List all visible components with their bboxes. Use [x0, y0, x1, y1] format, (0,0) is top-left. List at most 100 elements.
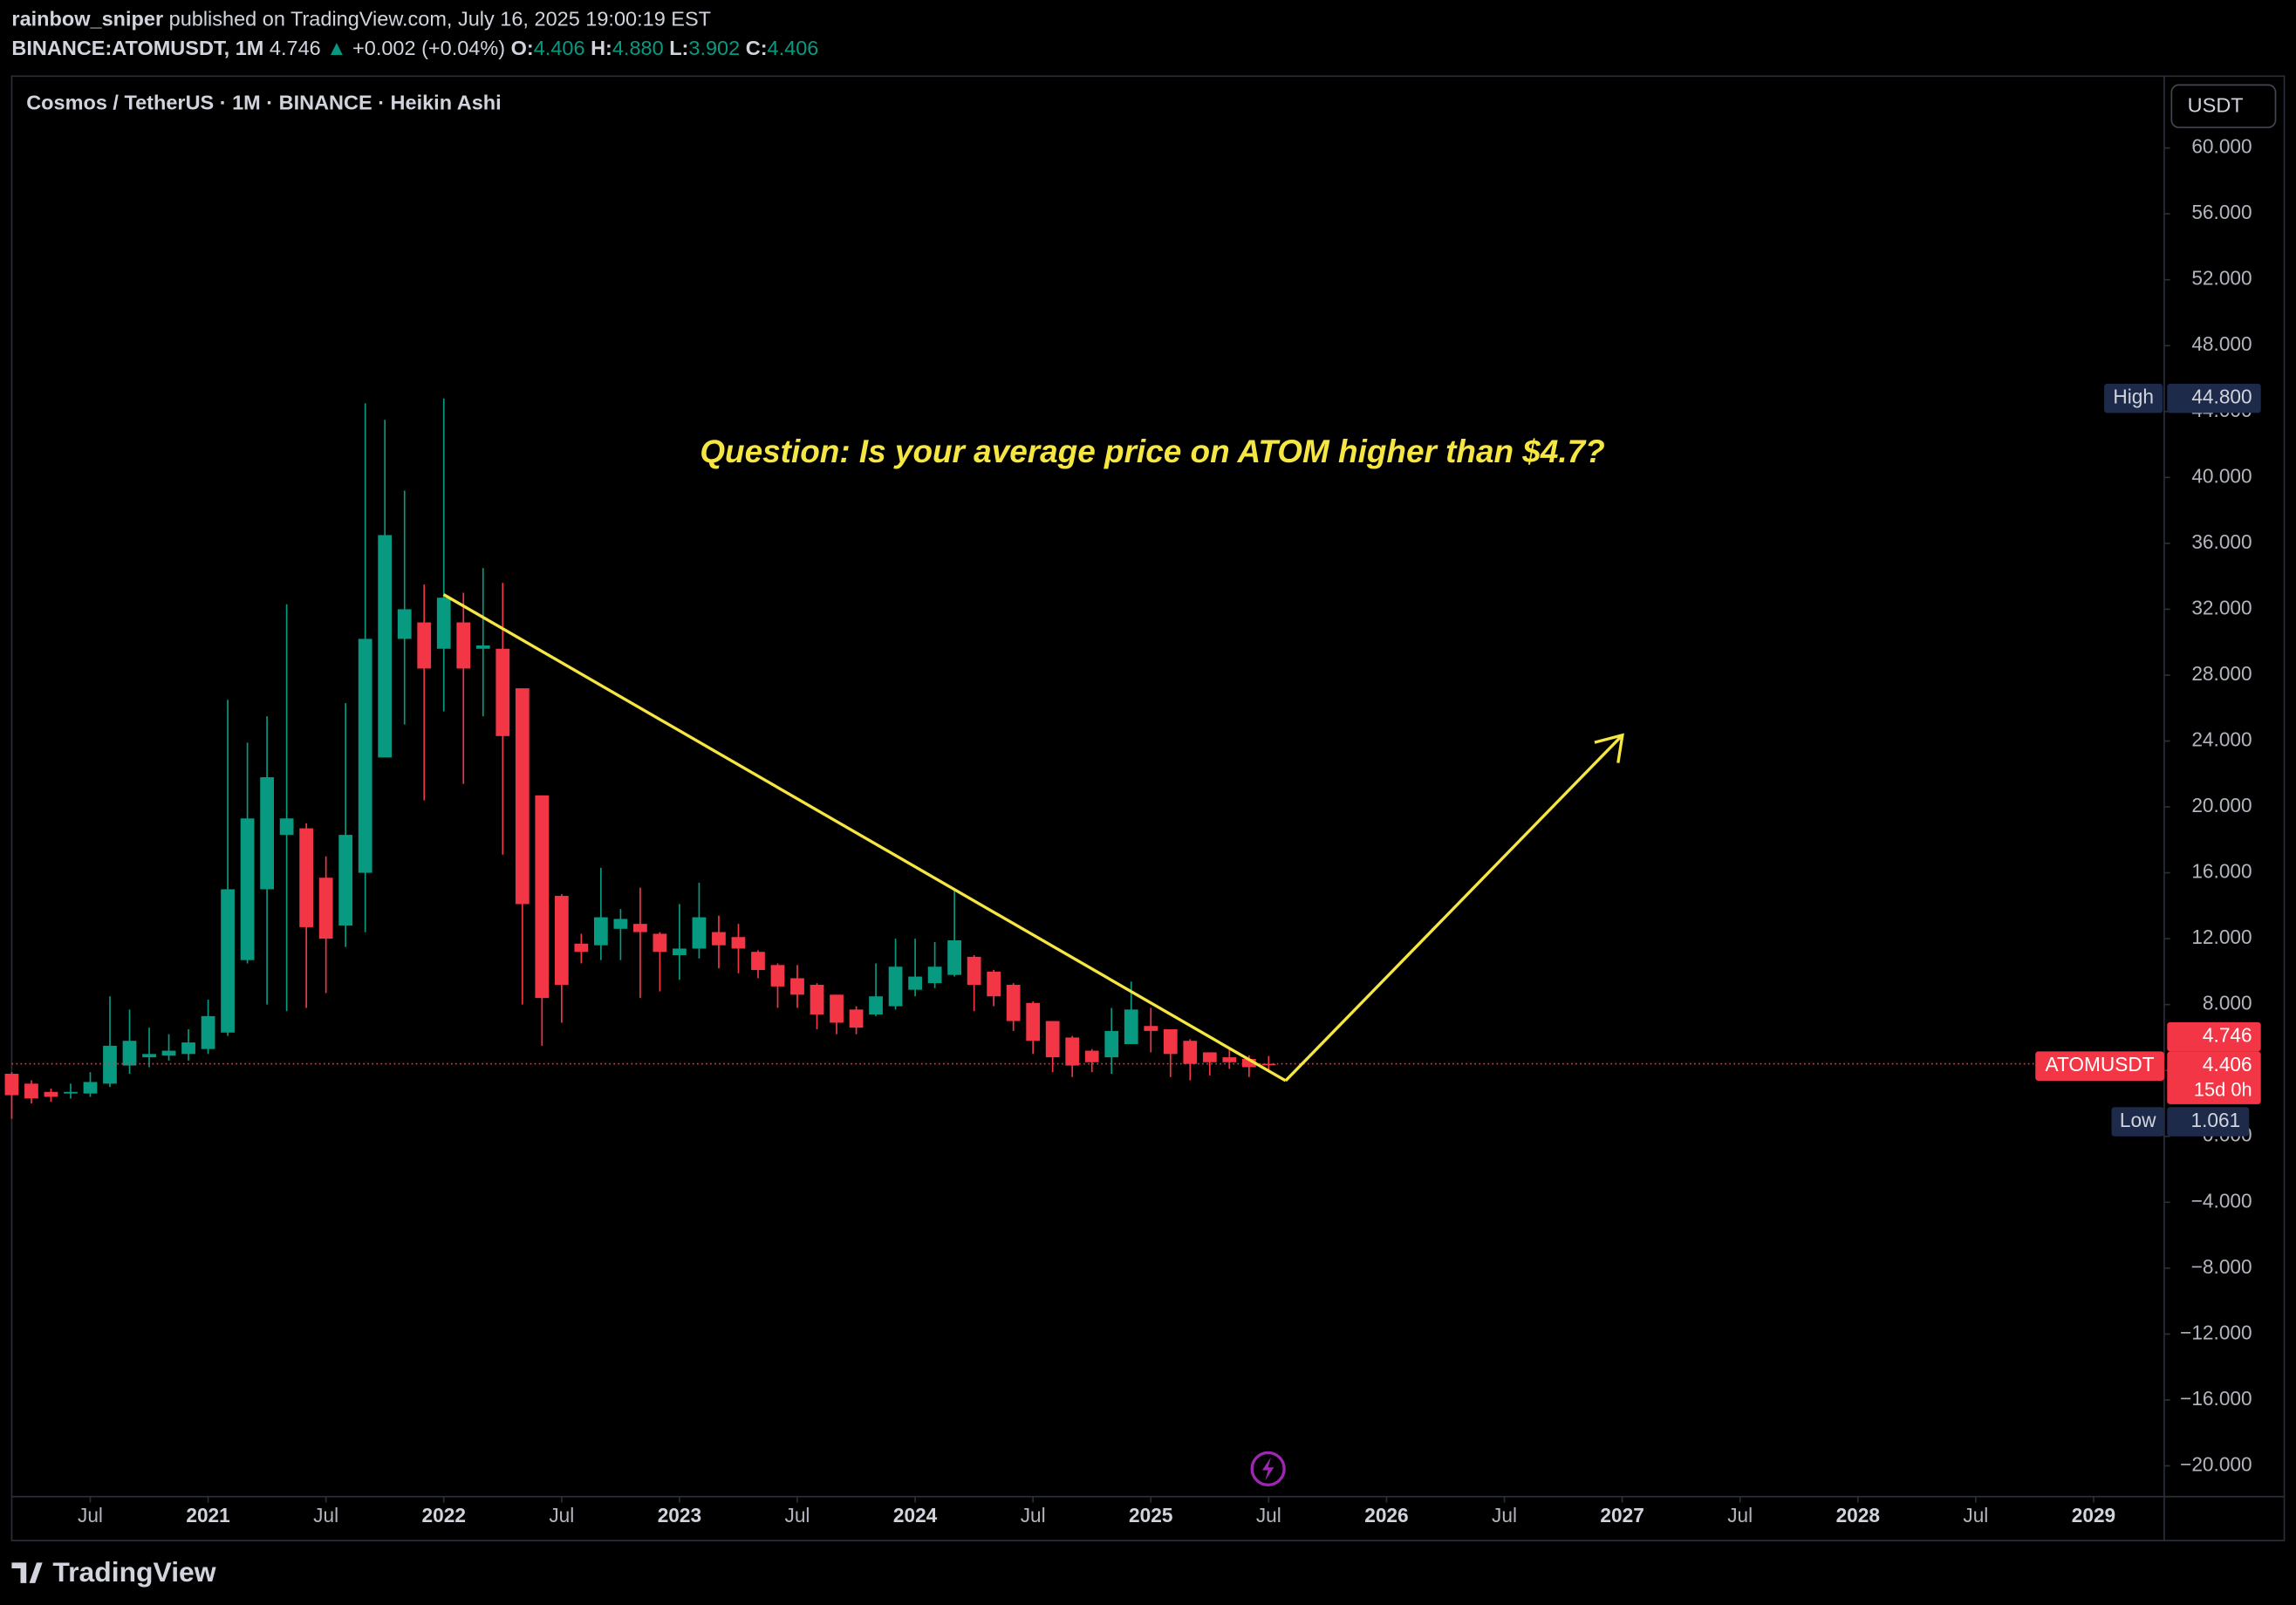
close-tag	[2167, 1051, 2261, 1104]
header-segment: published on TradingView.com, July 16, 2…	[163, 8, 711, 31]
candle-body	[299, 828, 314, 927]
y-tick-label: −16.000	[2180, 1387, 2252, 1410]
close-value: 4.406	[2203, 1053, 2252, 1076]
candle-body	[122, 1041, 137, 1066]
candle-body	[770, 965, 785, 987]
candle-body	[1202, 1052, 1217, 1062]
candle-body	[712, 932, 726, 946]
y-tick-label: 52.000	[2191, 267, 2252, 290]
plot	[4, 398, 2164, 1119]
candle-body	[849, 1009, 864, 1028]
countdown: 15d 0h	[2194, 1078, 2252, 1100]
candle-body	[338, 835, 353, 926]
candle-body	[1065, 1037, 1080, 1066]
header-segment: L:	[669, 37, 688, 59]
low-tag	[2111, 1107, 2164, 1137]
candle-body	[731, 937, 746, 949]
candle-body	[397, 609, 412, 639]
x-tick-label: Jul	[1492, 1504, 1517, 1526]
candle-body	[554, 896, 569, 986]
low-value: 1.061	[2191, 1109, 2241, 1131]
logo-mark	[11, 1562, 43, 1583]
y-tick-label: −12.000	[2180, 1321, 2252, 1343]
x-tick-label: Jul	[1256, 1504, 1281, 1526]
header-segment: +0.002 (+0.04%)	[352, 37, 511, 59]
candle-body	[967, 956, 981, 986]
header-segment: BINANCE:ATOMUSDT, 1M	[11, 37, 269, 59]
x-tick-label: 2027	[1600, 1504, 1643, 1526]
candle-body	[475, 645, 490, 649]
candle-body	[279, 818, 294, 836]
candle-body	[613, 919, 628, 929]
candle-body	[142, 1054, 156, 1058]
candle-body	[1241, 1058, 1256, 1068]
candle-body	[260, 777, 274, 890]
candle-body	[456, 622, 471, 669]
symbol-label: ATOMUSDT	[2046, 1053, 2155, 1076]
candle-body	[240, 818, 255, 960]
candle-body	[1026, 1002, 1041, 1042]
candle-body	[810, 985, 824, 1014]
x-tick-label: 2021	[186, 1504, 229, 1526]
header-segment: H:	[591, 37, 612, 59]
y-tick-label: 56.000	[2191, 201, 2252, 223]
y-tick-label: 16.000	[2191, 860, 2252, 883]
header-segment: 4.880	[612, 37, 669, 59]
last-tag	[2167, 1021, 2261, 1052]
x-tick-label: 2029	[2072, 1504, 2115, 1526]
chart-title: Cosmos / TetherUS · 1M · BINANCE · Heiki…	[26, 91, 501, 113]
candle-body	[692, 917, 707, 949]
header-segment: ▲	[326, 37, 352, 59]
logo-text: TradingView	[52, 1556, 215, 1588]
y-tick-label: 20.000	[2191, 794, 2252, 816]
high-tag	[2104, 383, 2163, 413]
x-tick-label: 2023	[658, 1504, 701, 1526]
candle-body	[436, 598, 451, 649]
candle-body	[4, 1073, 19, 1096]
low-label: Low	[2120, 1109, 2156, 1131]
candle-body	[653, 933, 667, 953]
y-tick-label: 40.000	[2191, 464, 2252, 487]
candle-body	[24, 1083, 38, 1099]
candle-body	[927, 966, 942, 984]
currency-label[interactable]: USDT	[2188, 94, 2244, 117]
chart-pane	[10, 75, 2286, 1541]
x-tick-label: Jul	[549, 1504, 574, 1526]
annotation: Question: Is your average price on ATOM …	[700, 434, 1604, 469]
arrow-line	[1284, 734, 1624, 1083]
trend-line	[442, 593, 1287, 1083]
candle-body	[103, 1045, 117, 1084]
y-tick-label: 36.000	[2191, 530, 2252, 553]
symbol-info: BINANCE:ATOMUSDT, 1M 4.746 ▲ +0.002 (+0.…	[11, 37, 818, 59]
currency-button[interactable]	[2170, 84, 2277, 128]
candle-body	[221, 889, 235, 1033]
header-segment: rainbow_sniper	[11, 8, 163, 31]
y-tick-label: −8.000	[2191, 1255, 2252, 1278]
candle-body	[515, 688, 530, 905]
y-tick-label: 60.000	[2191, 135, 2252, 158]
drawings	[442, 593, 1624, 1083]
high-label: High	[2113, 386, 2154, 408]
events-icon[interactable]	[1250, 1451, 1286, 1487]
candle-body	[673, 948, 687, 956]
x-tick-label: Jul	[1021, 1504, 1046, 1526]
x-tick-label: 2028	[1836, 1504, 1880, 1526]
candle-body	[751, 952, 765, 971]
header-segment: 4.746	[270, 37, 326, 59]
candle-body	[987, 971, 1001, 997]
header-segment: 4.406	[768, 37, 819, 59]
y-tick-label: 12.000	[2191, 925, 2252, 948]
candle-body	[633, 924, 647, 932]
candle-body	[535, 795, 550, 999]
x-tick-label: 2026	[1364, 1504, 1408, 1526]
high-value: 44.800	[2191, 386, 2252, 408]
header-segment: 3.902	[688, 37, 745, 59]
x-tick-label: Jul	[1963, 1504, 1988, 1526]
publish-info: rainbow_sniper published on TradingView.…	[11, 8, 711, 31]
y-tick-label: 32.000	[2191, 596, 2252, 618]
candle-body	[888, 966, 903, 1007]
y-tick-label: 28.000	[2191, 662, 2252, 685]
x-tick-label: Jul	[785, 1504, 810, 1526]
events-bolt	[1261, 1457, 1274, 1481]
